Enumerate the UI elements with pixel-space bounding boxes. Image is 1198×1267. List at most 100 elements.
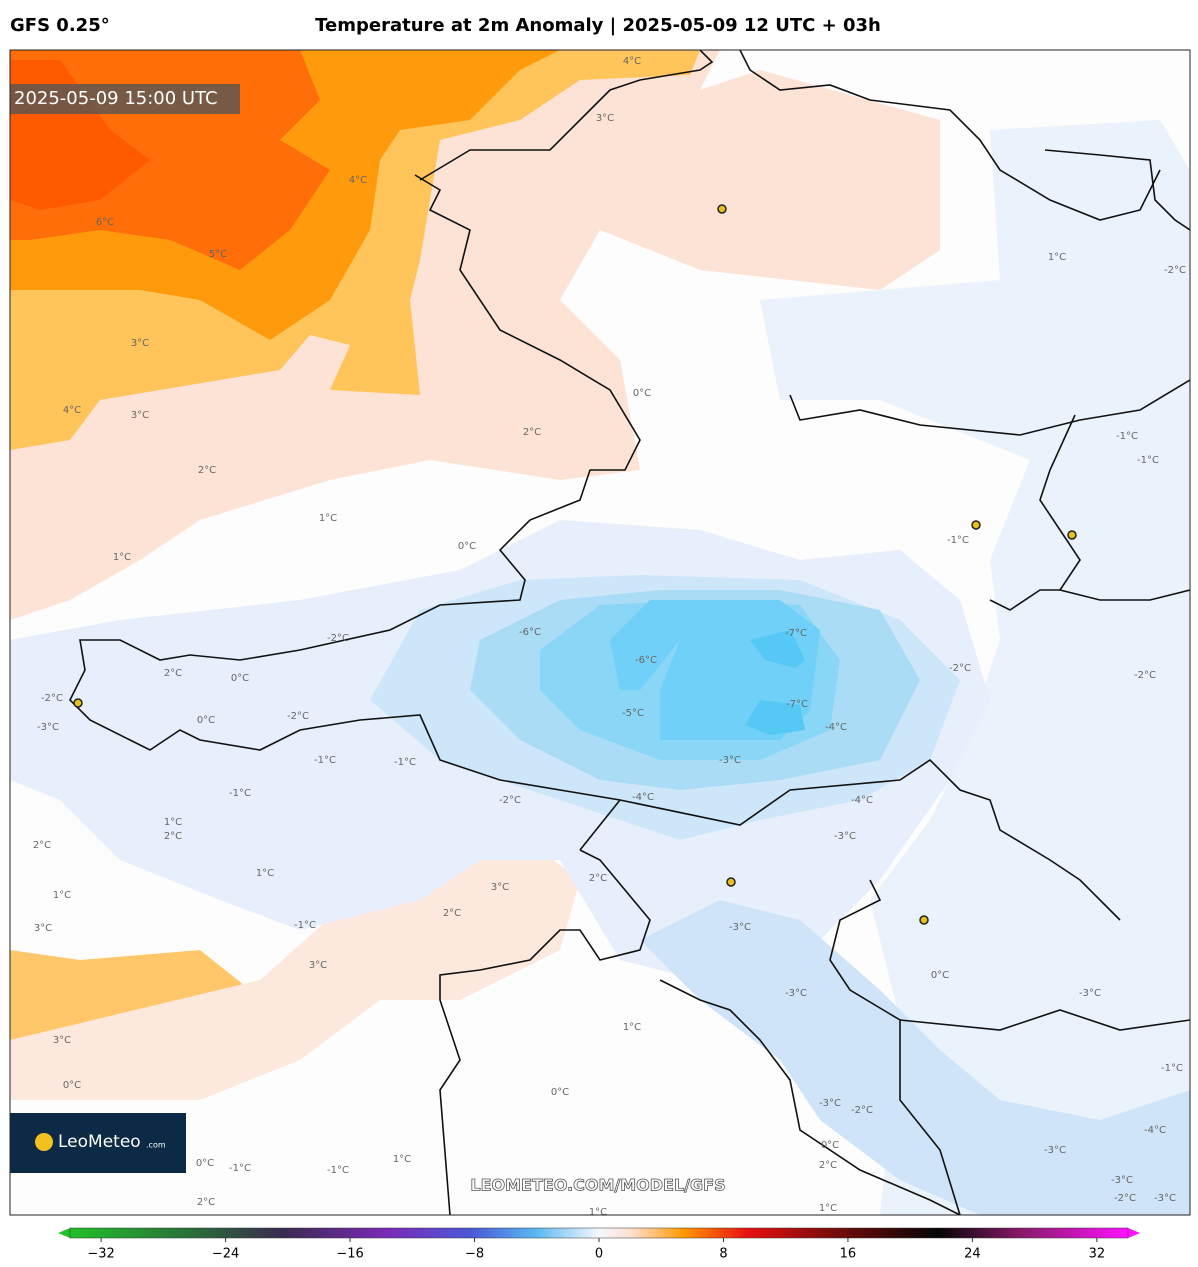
contour-label: 0°C — [63, 1080, 81, 1091]
contour-label: -2°C — [499, 795, 521, 806]
colorbar-tick-label: 16 — [840, 1247, 857, 1262]
contour-label: 2°C — [33, 840, 51, 851]
logo-brand: LeoMeteo — [58, 1132, 141, 1152]
contour-label: -3°C — [729, 922, 751, 933]
contour-label: 2°C — [443, 908, 461, 919]
contour-label: -1°C — [229, 1163, 251, 1174]
logo-suffix: .com — [146, 1141, 166, 1150]
contour-label: -3°C — [1154, 1193, 1176, 1204]
contour-label: 1°C — [393, 1154, 411, 1165]
contour-label: -3°C — [1044, 1145, 1066, 1156]
timestamp: 2025-05-09 15:00 UTC — [14, 88, 218, 109]
colorbar-tick-label: −16 — [336, 1247, 363, 1262]
contour-label: 1°C — [819, 1203, 837, 1214]
contour-label: 0°C — [196, 1158, 214, 1169]
colorbar-tick-label: 0 — [595, 1247, 603, 1262]
contour-label: -2°C — [41, 693, 63, 704]
contour-label: 2°C — [523, 427, 541, 438]
contour-label: 1°C — [113, 552, 131, 563]
contour-label: -6°C — [519, 627, 541, 638]
contour-label: -4°C — [1144, 1125, 1166, 1136]
contour-label: 2°C — [819, 1160, 837, 1171]
contour-label: 4°C — [63, 405, 81, 416]
contour-label: -2°C — [1114, 1193, 1136, 1204]
contour-label: -6°C — [635, 655, 657, 666]
contour-label: -1°C — [229, 788, 251, 799]
colorbar: −32 −24 −16 −8 0 8 16 24 32 — [58, 1227, 1140, 1262]
colorbar-tick-label: 8 — [719, 1247, 727, 1262]
contour-label: 0°C — [551, 1087, 569, 1098]
map: 4°C 3°C 4°C 6°C 5°C 3°C 4°C 3°C 2°C 2°C 1°C 0°C 1°C 0… — [10, 50, 1190, 1218]
contour-label: -1°C — [1137, 455, 1159, 466]
contour-label: -2°C — [287, 711, 309, 722]
model-label: GFS 0.25° — [10, 15, 110, 36]
contour-label: -2°C — [1164, 265, 1186, 276]
contour-label: 0°C — [458, 541, 476, 552]
contour-label: -7°C — [786, 699, 808, 710]
colorbar-tick-label: −8 — [465, 1247, 484, 1262]
contour-label: -4°C — [632, 792, 654, 803]
contour-label: 2°C — [164, 831, 182, 842]
map-frame — [9, 49, 1191, 1216]
contour-label: 3°C — [34, 923, 52, 934]
colorbar-tick-label: 24 — [964, 1247, 981, 1262]
contour-label: 2°C — [164, 668, 182, 679]
contour-label: -3°C — [1111, 1175, 1133, 1186]
contour-label: -5°C — [622, 708, 644, 719]
contour-label: -1°C — [947, 535, 969, 546]
contour-label: 0°C — [821, 1140, 839, 1151]
contour-label: -3°C — [1079, 988, 1101, 999]
contour-label: -7°C — [785, 628, 807, 639]
contour-label: -1°C — [1116, 431, 1138, 442]
contour-label: -1°C — [294, 920, 316, 931]
contour-label: 6°C — [96, 217, 114, 228]
contour-label: 0°C — [197, 715, 215, 726]
contour-label: 1°C — [53, 890, 71, 901]
colorbar-bar — [69, 1227, 1129, 1239]
contour-label: -2°C — [1134, 670, 1156, 681]
contour-label: 2°C — [197, 1197, 215, 1208]
contour-label: -1°C — [327, 1165, 349, 1176]
contour-label: 1°C — [589, 1207, 607, 1218]
colorbar-tick-label: −32 — [87, 1247, 114, 1262]
contour-label: 3°C — [491, 882, 509, 893]
colorbar-tick-label: −24 — [212, 1247, 239, 1262]
contour-label: -2°C — [327, 633, 349, 644]
contour-label: 5°C — [209, 249, 227, 260]
contour-label: 0°C — [633, 388, 651, 399]
contour-label: 4°C — [349, 175, 367, 186]
colorbar-low-arrow — [58, 1228, 70, 1238]
contour-label: 3°C — [131, 338, 149, 349]
map-title: Temperature at 2m Anomaly | 2025-05-09 1… — [315, 15, 881, 36]
contour-label: 1°C — [164, 817, 182, 828]
contour-label: -1°C — [394, 757, 416, 768]
contour-label: 3°C — [131, 410, 149, 421]
contour-label: 4°C — [623, 56, 641, 67]
contour-label: -4°C — [851, 795, 873, 806]
contour-label: -1°C — [314, 755, 336, 766]
contour-label: 2°C — [589, 873, 607, 884]
contour-label: -2°C — [851, 1105, 873, 1116]
contour-label: 1°C — [1048, 252, 1066, 263]
contour-label: 3°C — [309, 960, 327, 971]
contour-label: -3°C — [819, 1098, 841, 1109]
contour-label: 1°C — [319, 513, 337, 524]
contour-label: -2°C — [949, 663, 971, 674]
contour-label: -3°C — [834, 831, 856, 842]
contour-label: 3°C — [53, 1035, 71, 1046]
contour-label: -4°C — [825, 722, 847, 733]
colorbar-high-arrow — [1128, 1228, 1140, 1238]
contour-label: -3°C — [785, 988, 807, 999]
contour-label: 1°C — [623, 1022, 641, 1033]
colorbar-tick-label: 32 — [1089, 1247, 1106, 1262]
contour-label: 3°C — [596, 113, 614, 124]
contour-label: 0°C — [931, 970, 949, 981]
watermark: LEOMETEO.COM/MODEL/GFS — [470, 1176, 725, 1195]
contour-label: 1°C — [256, 868, 274, 879]
contour-label: -1°C — [1161, 1063, 1183, 1074]
contour-label: 2°C — [198, 465, 216, 476]
contour-label: 0°C — [231, 673, 249, 684]
contour-label: -3°C — [719, 755, 741, 766]
